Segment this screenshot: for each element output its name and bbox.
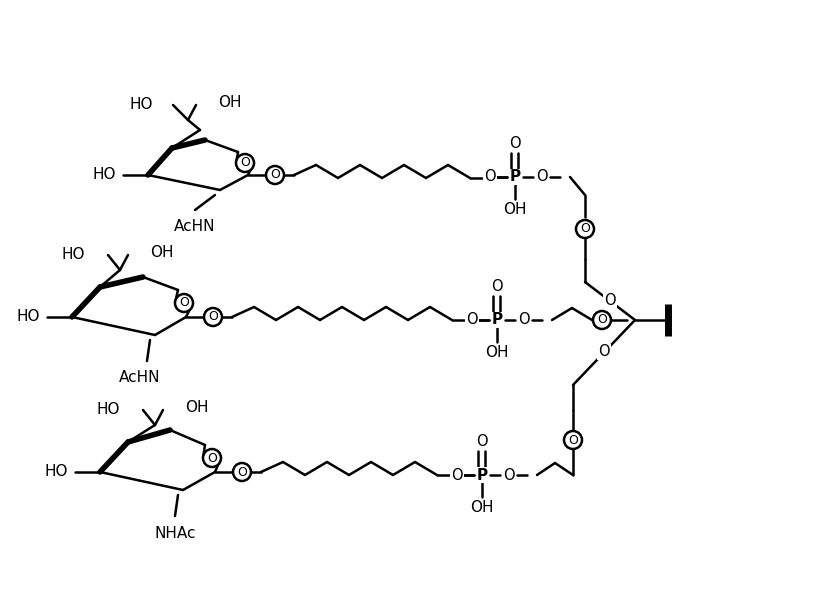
Text: O: O	[579, 222, 590, 236]
Ellipse shape	[266, 166, 284, 184]
Text: O: O	[518, 312, 529, 328]
Text: OH: OH	[484, 345, 508, 361]
Text: O: O	[475, 434, 487, 449]
Ellipse shape	[175, 294, 193, 312]
Text: O: O	[566, 432, 578, 448]
Text: P: P	[476, 468, 487, 482]
Text: O: O	[536, 169, 547, 185]
Ellipse shape	[204, 308, 222, 326]
Text: HO: HO	[129, 97, 153, 113]
Text: OH: OH	[503, 203, 526, 217]
Text: P: P	[491, 312, 502, 328]
Text: O: O	[450, 468, 462, 482]
Text: O: O	[604, 294, 615, 309]
Text: O: O	[503, 468, 514, 482]
Text: HO: HO	[61, 247, 85, 262]
Text: O: O	[484, 169, 495, 185]
Text: HO: HO	[17, 309, 40, 325]
Ellipse shape	[203, 449, 221, 467]
Text: O: O	[270, 169, 280, 181]
Ellipse shape	[563, 431, 581, 449]
Text: OH: OH	[185, 401, 209, 415]
Text: OH: OH	[469, 501, 493, 515]
Text: AcHN: AcHN	[174, 219, 215, 234]
Ellipse shape	[233, 463, 251, 481]
Text: O: O	[465, 312, 477, 328]
Text: O: O	[208, 311, 218, 323]
Text: HO: HO	[45, 465, 68, 479]
Text: O: O	[596, 314, 606, 326]
Text: OH: OH	[150, 245, 173, 261]
Text: OH: OH	[218, 96, 241, 110]
Text: O: O	[240, 157, 249, 169]
Text: O: O	[237, 465, 247, 479]
Text: O: O	[508, 136, 520, 152]
Text: P: P	[509, 169, 520, 185]
Text: O: O	[567, 434, 577, 446]
Text: O: O	[207, 451, 217, 465]
Ellipse shape	[236, 154, 253, 172]
Text: NHAc: NHAc	[154, 526, 195, 541]
Text: O: O	[595, 312, 607, 328]
Text: HO: HO	[96, 403, 120, 418]
Text: O: O	[580, 222, 590, 236]
Text: HO: HO	[93, 167, 116, 183]
Ellipse shape	[592, 311, 610, 329]
Text: O: O	[179, 297, 189, 309]
Text: AcHN: AcHN	[119, 370, 161, 385]
Ellipse shape	[575, 220, 594, 238]
Text: O: O	[491, 280, 503, 295]
Text: O: O	[598, 345, 609, 359]
